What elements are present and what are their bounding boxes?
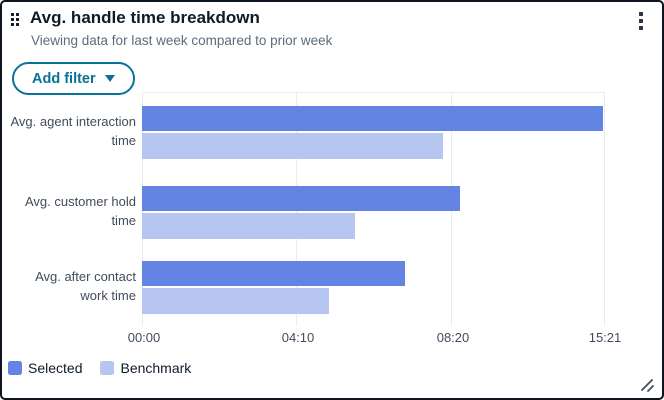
kebab-menu-icon	[639, 12, 643, 16]
plot-area	[142, 92, 605, 326]
category-label-customer-hold: Avg. customer hold time	[24, 194, 136, 228]
legend-swatch-selected	[8, 361, 22, 375]
bar-benchmark-customer-hold[interactable]	[142, 213, 355, 239]
chart-legend: Selected Benchmark	[8, 360, 191, 376]
legend-label-selected: Selected	[28, 360, 83, 376]
bar-benchmark-agent-interaction[interactable]	[142, 133, 443, 159]
x-tick-04-10: 04:10	[281, 330, 315, 345]
widget-title: Avg. handle time breakdown	[30, 8, 260, 27]
widget-subtitle: Viewing data for last week compared to p…	[31, 33, 333, 48]
add-filter-label: Add filter	[32, 70, 96, 87]
bar-selected-after-contact-work[interactable]	[142, 261, 405, 286]
category-label-after-contact-work: Avg. after contact work time	[35, 269, 136, 303]
bar-selected-customer-hold[interactable]	[142, 186, 461, 211]
caret-down-icon	[104, 75, 115, 82]
x-tick-08-20: 08:20	[436, 330, 470, 345]
bar-benchmark-after-contact-work[interactable]	[142, 288, 330, 314]
category-label-agent-interaction: Avg. agent interaction time	[10, 114, 136, 148]
x-tick-15-21: 15:21	[588, 330, 622, 345]
bar-selected-agent-interaction[interactable]	[142, 106, 604, 131]
add-filter-button[interactable]: Add filter	[12, 62, 135, 95]
drag-handle-icon[interactable]	[11, 13, 19, 26]
legend-item-selected[interactable]: Selected	[8, 360, 82, 376]
x-tick-00-00: 00:00	[127, 330, 161, 345]
legend-item-benchmark[interactable]: Benchmark	[100, 360, 191, 376]
legend-label-benchmark: Benchmark	[120, 360, 192, 376]
kebab-menu-button[interactable]	[628, 7, 654, 35]
gridline-15-21	[604, 93, 605, 326]
legend-swatch-benchmark	[100, 361, 115, 375]
resize-grip-icon[interactable]	[639, 377, 655, 393]
